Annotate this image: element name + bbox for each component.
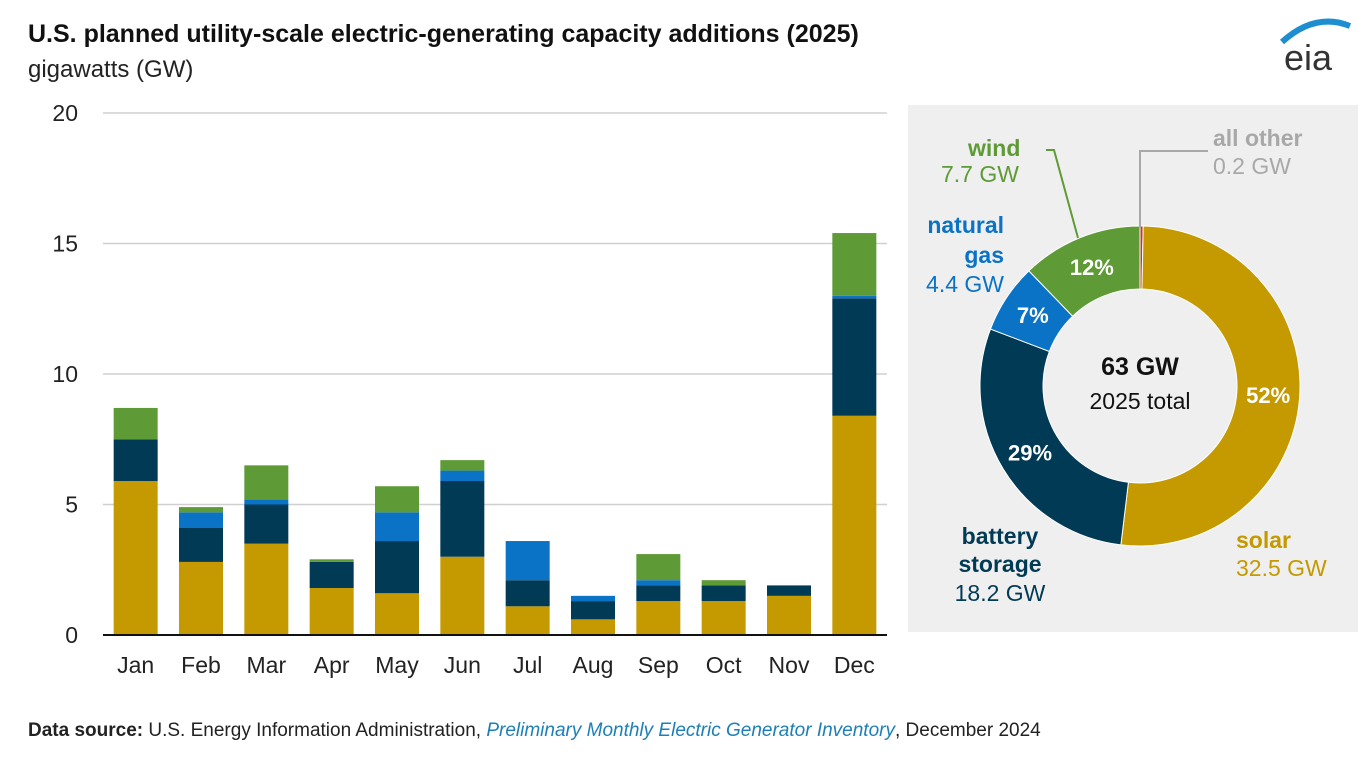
y-tick-label: 10 [52, 361, 78, 387]
battery-value: 18.2 GW [954, 580, 1046, 606]
bar-battery-storage-jul [505, 580, 550, 607]
x-tick-label: Apr [314, 652, 350, 678]
bar-solar-sep [636, 601, 681, 635]
bar-solar-may [375, 593, 419, 635]
bar-battery-storage-dec [832, 298, 877, 416]
y-tick-label: 5 [65, 492, 78, 518]
footer-source: Data source: U.S. Energy Information Adm… [28, 720, 1041, 742]
bar-battery-storage-sep [636, 585, 681, 602]
bar-natural-gas-jun [440, 470, 485, 482]
wind-value: 7.7 GW [941, 161, 1019, 187]
eia-logo: eia [1279, 18, 1352, 77]
x-tick-label: Dec [834, 652, 875, 678]
donut-center-label: 2025 total [1089, 388, 1191, 414]
solar-value: 32.5 GW [1236, 555, 1327, 581]
bar-natural-gas-jul [505, 541, 550, 581]
y-tick-label: 0 [65, 622, 78, 648]
bar-natural-gas-aug [571, 595, 615, 602]
x-tick-label: Nov [769, 652, 810, 678]
donut-slice-solar [1120, 225, 1301, 547]
y-tick-label: 15 [52, 231, 78, 257]
bar-battery-storage-oct [701, 585, 746, 602]
bar-battery-storage-jan [113, 439, 158, 482]
bar-natural-gas-dec [832, 295, 877, 299]
x-tick-label: Jun [444, 652, 481, 678]
bar-natural-gas-may [375, 512, 419, 542]
chart-title: U.S. planned utility-scale electric-gene… [28, 20, 859, 48]
bar-battery-storage-may [375, 541, 419, 594]
bar-solar-aug [571, 619, 615, 635]
bar-solar-feb [179, 561, 223, 635]
bar-wind-mar [244, 465, 289, 500]
bar-battery-storage-nov [767, 585, 811, 596]
bar-battery-storage-aug [571, 601, 615, 620]
bar-wind-apr [309, 559, 354, 562]
chart-subtitle: gigawatts (GW) [28, 56, 194, 83]
y-tick-label: 20 [52, 100, 78, 126]
svg-text:eia: eia [1284, 37, 1333, 77]
bar-natural-gas-feb [179, 512, 223, 528]
gas-label-1: natural [927, 212, 1004, 238]
bar-solar-apr [309, 588, 354, 635]
footer-link[interactable]: Preliminary Monthly Electric Generator I… [486, 720, 895, 741]
bar-wind-sep [636, 554, 681, 581]
bar-battery-storage-jun [440, 481, 485, 557]
x-tick-label: Jan [117, 652, 154, 678]
x-tick-label: Feb [181, 652, 221, 678]
bar-wind-jan [113, 407, 158, 440]
bar-solar-jul [505, 606, 550, 635]
other-label: all other [1213, 125, 1303, 151]
footer-label: Data source: [28, 720, 144, 741]
bar-solar-nov [767, 595, 811, 635]
gas-value: 4.4 GW [926, 271, 1004, 297]
donut-percent-label: 7% [1017, 303, 1049, 328]
battery-label-2: storage [958, 551, 1042, 577]
x-tick-label: Aug [573, 652, 614, 678]
bar-natural-gas-mar [244, 499, 289, 505]
bar-natural-gas-sep [636, 580, 681, 586]
bar-wind-oct [701, 580, 746, 586]
bar-solar-jun [440, 556, 485, 635]
bar-solar-dec [832, 415, 877, 635]
bar-wind-may [375, 486, 419, 513]
other-value: 0.2 GW [1213, 153, 1291, 179]
bar-battery-storage-apr [309, 561, 354, 589]
battery-label-1: battery [961, 523, 1039, 549]
bar-wind-feb [179, 507, 223, 513]
gas-label-2: gas [964, 242, 1004, 268]
bar-battery-storage-mar [244, 504, 289, 544]
donut-center-value: 63 GW [1101, 353, 1179, 381]
other-leader-line [1139, 150, 1208, 228]
bar-solar-jan [113, 481, 158, 635]
donut-percent-label: 12% [1070, 255, 1114, 280]
solar-label: solar [1236, 527, 1291, 553]
footer-text: U.S. Energy Information Administration, [143, 720, 487, 741]
bar-solar-mar [244, 543, 289, 635]
wind-leader-line [1046, 149, 1079, 239]
x-tick-label: Oct [706, 652, 742, 678]
wind-label: wind [968, 135, 1021, 161]
x-tick-label: Jul [513, 652, 542, 678]
bar-wind-dec [832, 233, 877, 296]
bar-solar-oct [701, 601, 746, 635]
x-tick-label: Sep [638, 652, 679, 678]
footer-text-2: , December 2024 [894, 720, 1041, 741]
donut-percent-label: 52% [1246, 383, 1290, 408]
x-tick-label: Mar [247, 652, 287, 678]
donut-slice-battery-storage [979, 328, 1129, 546]
donut-percent-label: 29% [1008, 440, 1052, 465]
bar-wind-jun [440, 460, 485, 471]
bar-battery-storage-feb [179, 527, 223, 562]
x-tick-label: May [375, 652, 419, 678]
